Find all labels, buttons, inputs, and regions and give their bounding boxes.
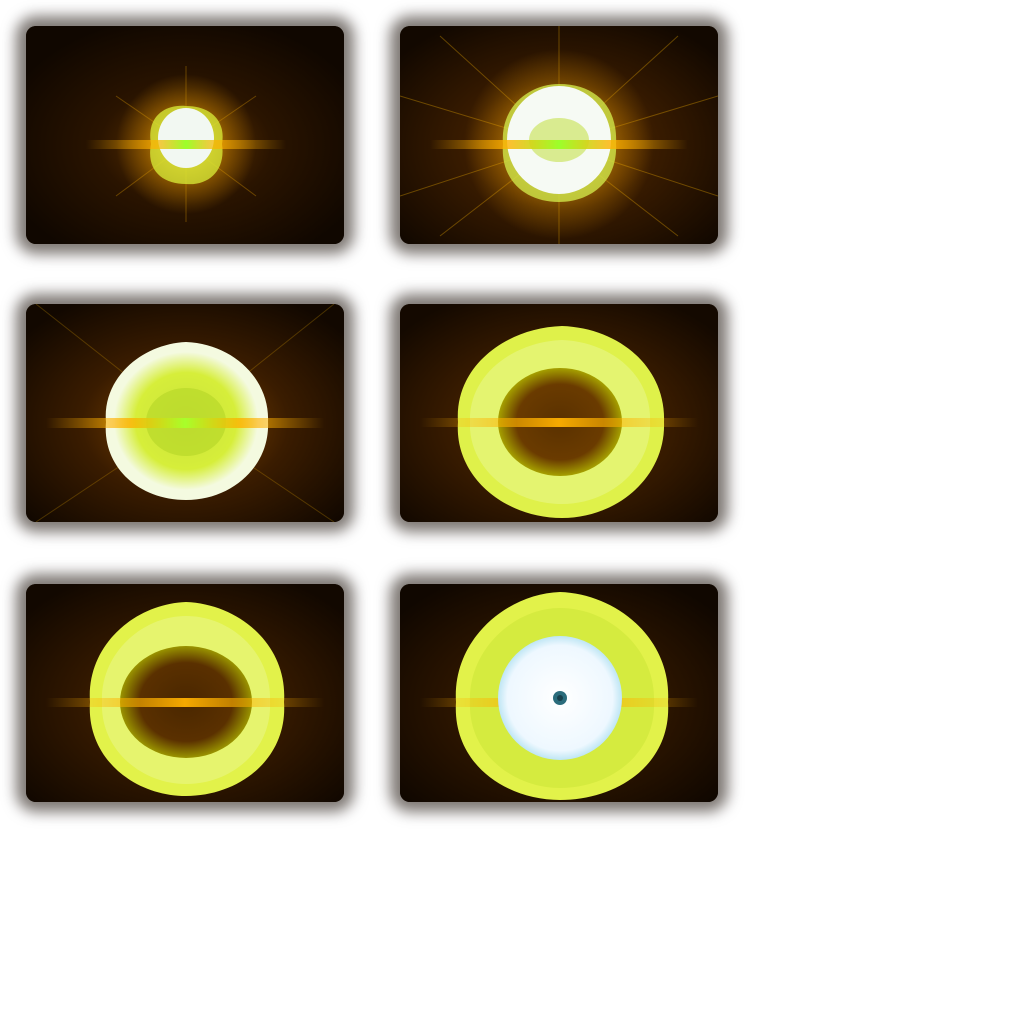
frame-stage-3: [26, 304, 344, 522]
explosion-stage-3-image: [26, 304, 344, 522]
explosion-stage-6-image: [400, 584, 718, 802]
frame-stage-1: [26, 26, 344, 244]
frame-stage-4: [400, 304, 718, 522]
explosion-stage-2-image: [400, 26, 718, 244]
frame-stage-2: [400, 26, 718, 244]
explosion-stage-1-image: [26, 26, 344, 244]
explosion-stage-4-image: [400, 304, 718, 522]
explosion-stage-5-image: [26, 584, 344, 802]
frame-stage-6: [400, 584, 718, 802]
frame-stage-5: [26, 584, 344, 802]
